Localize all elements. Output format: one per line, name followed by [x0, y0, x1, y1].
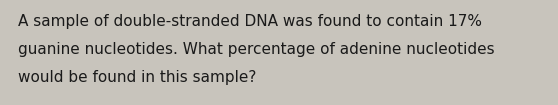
Text: A sample of double-stranded DNA was found to contain 17%: A sample of double-stranded DNA was foun…: [18, 14, 482, 29]
Text: would be found in this sample?: would be found in this sample?: [18, 70, 256, 85]
Text: guanine nucleotides. What percentage of adenine nucleotides: guanine nucleotides. What percentage of …: [18, 42, 494, 57]
